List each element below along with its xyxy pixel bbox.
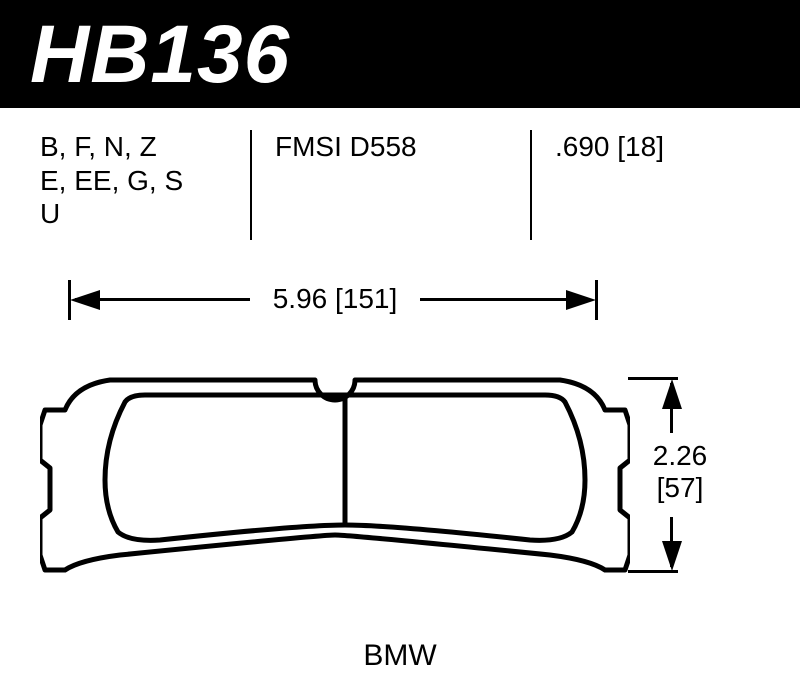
width-arrow-left-seg	[75, 298, 250, 301]
fmsi-value: FMSI D558	[275, 131, 417, 162]
width-arrow-head-right	[566, 290, 596, 310]
divider-2	[530, 130, 532, 240]
width-arrow-right-seg	[420, 298, 590, 301]
width-mm: [151]	[335, 283, 397, 314]
compounds-col: B, F, N, Z E, EE, G, S U	[40, 130, 240, 231]
fmsi-col: FMSI D558	[275, 130, 505, 164]
compounds-line3: U	[40, 197, 240, 231]
width-arrow-head-left	[70, 290, 100, 310]
part-number: HB136	[30, 8, 290, 102]
height-mm: [57]	[635, 472, 725, 504]
compounds-line1: B, F, N, Z	[40, 130, 240, 164]
height-arrow-head-down	[662, 541, 682, 571]
thickness-in: .690	[555, 131, 610, 162]
height-arrow-head-up	[662, 379, 682, 409]
brand-label: BMW	[0, 639, 800, 673]
divider-1	[250, 130, 252, 240]
width-dim-text: 5.96 [151]	[250, 283, 420, 315]
height-in: 2.26	[635, 440, 725, 472]
width-in: 5.96	[273, 283, 328, 314]
compounds-line2: E, EE, G, S	[40, 164, 240, 198]
thickness-mm: [18]	[617, 131, 664, 162]
thickness-col: .690 [18]	[555, 130, 755, 164]
brake-pad-outline	[40, 360, 630, 590]
diagram-area: 5.96 [151] 2.26 [57]	[30, 265, 770, 645]
spec-row: B, F, N, Z E, EE, G, S U FMSI D558 .690 …	[40, 130, 760, 240]
height-dim-text: 2.26 [57]	[635, 440, 725, 504]
